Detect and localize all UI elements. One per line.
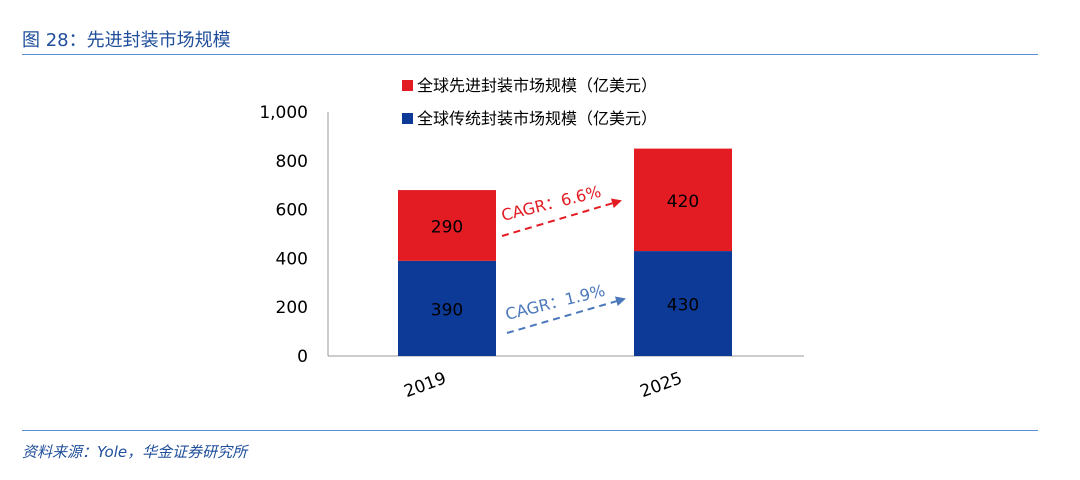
legend-label-advanced: 全球先进封装市场规模（亿美元） <box>417 76 657 95</box>
y-axis-ticks: 0 200 400 600 800 1,000 <box>259 103 308 367</box>
x-axis-labels: 2019 2025 <box>402 369 685 403</box>
legend-label-traditional: 全球传统封装市场规模（亿美元） <box>417 109 657 128</box>
legend: 全球先进封装市场规模（亿美元） 全球传统封装市场规模（亿美元） <box>402 76 657 128</box>
bar-value-label: 430 <box>667 296 699 316</box>
cagr-arrow-traditional <box>506 296 626 334</box>
legend-swatch-traditional <box>402 113 413 124</box>
bar-traditional-2019 <box>398 260 496 356</box>
source-note: 资料来源：Yole，华金证券研究所 <box>22 443 248 461</box>
y-tick-label: 800 <box>276 152 308 172</box>
top-divider <box>22 54 1038 55</box>
bar-advanced-2025 <box>634 148 732 252</box>
y-tick-label: 1,000 <box>259 103 308 123</box>
cagr-arrow-advanced <box>501 198 622 237</box>
y-tick-label: 600 <box>276 201 308 221</box>
x-tick-label: 2019 <box>402 369 449 403</box>
bar-traditional-2025 <box>634 251 732 356</box>
figure-title: 图 28：先进封装市场规模 <box>22 30 231 51</box>
bar-value-label: 390 <box>431 300 463 320</box>
bar-advanced-2019 <box>398 190 496 261</box>
bars: 390 290 430 420 <box>398 148 732 356</box>
bottom-divider <box>22 430 1038 431</box>
cagr-label-advanced: CAGR：6.6% <box>499 182 603 225</box>
cagr-label-traditional: CAGR：1.9% <box>503 281 607 324</box>
legend-swatch-advanced <box>402 80 413 91</box>
y-tick-label: 0 <box>297 347 308 367</box>
y-tick-label: 200 <box>276 298 308 318</box>
x-tick-label: 2025 <box>638 369 685 403</box>
y-tick-label: 400 <box>276 249 308 269</box>
bar-value-label: 420 <box>667 192 699 212</box>
bar-value-label: 290 <box>431 217 463 237</box>
